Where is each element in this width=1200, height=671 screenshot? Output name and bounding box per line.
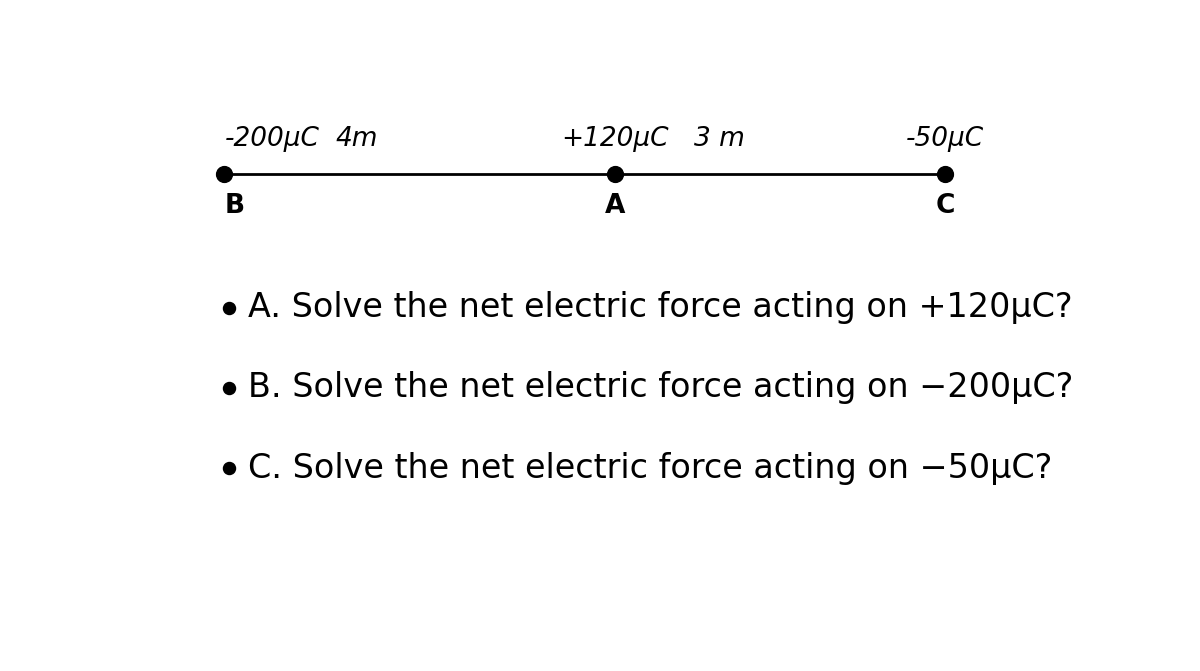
Text: A. Solve the net electric force acting on +120μC?: A. Solve the net electric force acting o… bbox=[247, 291, 1073, 324]
Point bbox=[215, 168, 234, 179]
Point bbox=[220, 303, 239, 313]
Point bbox=[936, 168, 955, 179]
Point bbox=[220, 382, 239, 393]
Text: +120μC: +120μC bbox=[562, 126, 668, 152]
Point bbox=[606, 168, 625, 179]
Text: C. Solve the net electric force acting on −50μC?: C. Solve the net electric force acting o… bbox=[247, 452, 1052, 484]
Text: -50μC: -50μC bbox=[906, 126, 984, 152]
Text: 3 m: 3 m bbox=[694, 126, 745, 152]
Point bbox=[220, 463, 239, 474]
Text: 4m: 4m bbox=[336, 126, 378, 152]
Text: C: C bbox=[936, 193, 955, 219]
Text: -200μC: -200μC bbox=[224, 126, 319, 152]
Text: B: B bbox=[224, 193, 245, 219]
Text: A: A bbox=[605, 193, 625, 219]
Text: B. Solve the net electric force acting on −200μC?: B. Solve the net electric force acting o… bbox=[247, 372, 1073, 405]
